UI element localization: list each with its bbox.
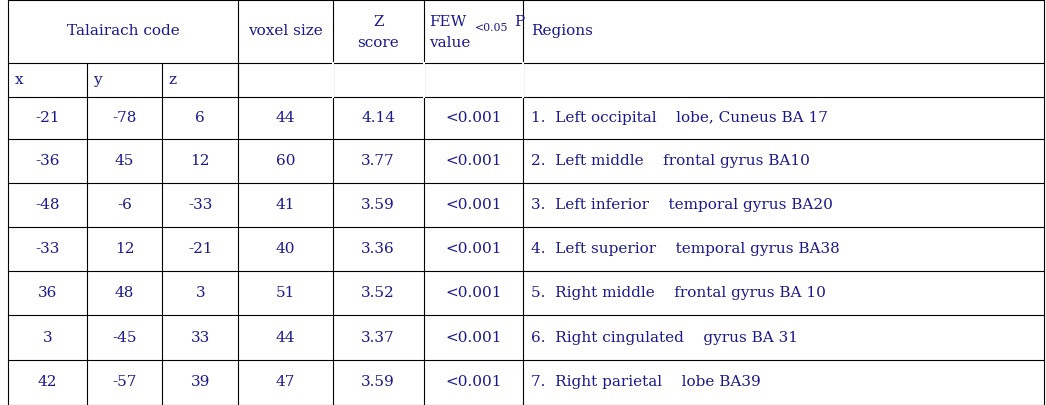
Text: 1.  Left occipital    lobe, Cuneus BA 17: 1. Left occipital lobe, Cuneus BA 17: [531, 111, 828, 125]
Text: -21: -21: [188, 242, 212, 256]
Text: <0.001: <0.001: [445, 242, 502, 256]
Text: 12: 12: [115, 242, 134, 256]
Text: value: value: [429, 36, 471, 50]
Text: 36: 36: [38, 286, 58, 300]
Text: voxel size: voxel size: [248, 24, 323, 38]
Text: -48: -48: [36, 198, 60, 212]
Text: <0.001: <0.001: [445, 375, 502, 389]
Text: 3: 3: [196, 286, 205, 300]
Text: 60: 60: [276, 154, 295, 168]
Text: -36: -36: [36, 154, 60, 168]
Text: 47: 47: [276, 375, 295, 389]
Text: -33: -33: [36, 242, 60, 256]
Text: 6.  Right cingulated    gyrus BA 31: 6. Right cingulated gyrus BA 31: [531, 330, 798, 345]
Text: Regions: Regions: [531, 24, 593, 38]
Text: 41: 41: [276, 198, 295, 212]
Text: 51: 51: [276, 286, 295, 300]
Text: 3.77: 3.77: [361, 154, 395, 168]
Text: 3.59: 3.59: [361, 375, 395, 389]
Text: -6: -6: [117, 198, 132, 212]
Text: score: score: [358, 36, 399, 50]
Text: 4.14: 4.14: [361, 111, 395, 125]
Text: 3.59: 3.59: [361, 198, 395, 212]
Text: <0.001: <0.001: [445, 198, 502, 212]
Text: 44: 44: [276, 330, 295, 345]
Text: 7.  Right parietal    lobe BA39: 7. Right parietal lobe BA39: [531, 375, 761, 389]
Text: 2.  Left middle    frontal gyrus BA10: 2. Left middle frontal gyrus BA10: [531, 154, 811, 168]
Text: 33: 33: [190, 330, 210, 345]
Text: P: P: [515, 15, 525, 30]
Text: -33: -33: [188, 198, 212, 212]
Text: -21: -21: [36, 111, 60, 125]
Text: 42: 42: [38, 375, 58, 389]
Text: Talairach code: Talairach code: [67, 24, 180, 38]
Text: -78: -78: [112, 111, 137, 125]
Text: 48: 48: [115, 286, 134, 300]
Text: 3.36: 3.36: [361, 242, 395, 256]
Text: 3: 3: [43, 330, 52, 345]
Text: <0.001: <0.001: [445, 111, 502, 125]
Text: 5.  Right middle    frontal gyrus BA 10: 5. Right middle frontal gyrus BA 10: [531, 286, 826, 300]
Text: 6: 6: [196, 111, 205, 125]
Text: 3.  Left inferior    temporal gyrus BA20: 3. Left inferior temporal gyrus BA20: [531, 198, 834, 212]
Text: 44: 44: [276, 111, 295, 125]
Text: 40: 40: [276, 242, 295, 256]
Text: x: x: [15, 73, 23, 87]
Text: -45: -45: [112, 330, 137, 345]
Text: <0.001: <0.001: [445, 330, 502, 345]
Text: z: z: [168, 73, 177, 87]
Text: 4.  Left superior    temporal gyrus BA38: 4. Left superior temporal gyrus BA38: [531, 242, 840, 256]
Text: 3.37: 3.37: [361, 330, 395, 345]
Text: 3.52: 3.52: [361, 286, 395, 300]
Text: <0.001: <0.001: [445, 286, 502, 300]
Text: 12: 12: [190, 154, 210, 168]
Text: Z: Z: [372, 15, 384, 30]
Text: <0.05: <0.05: [475, 23, 508, 33]
Text: y: y: [93, 73, 101, 87]
Text: 39: 39: [190, 375, 210, 389]
Text: <0.001: <0.001: [445, 154, 502, 168]
Text: FEW: FEW: [429, 15, 467, 30]
Text: 45: 45: [115, 154, 134, 168]
Text: -57: -57: [112, 375, 137, 389]
